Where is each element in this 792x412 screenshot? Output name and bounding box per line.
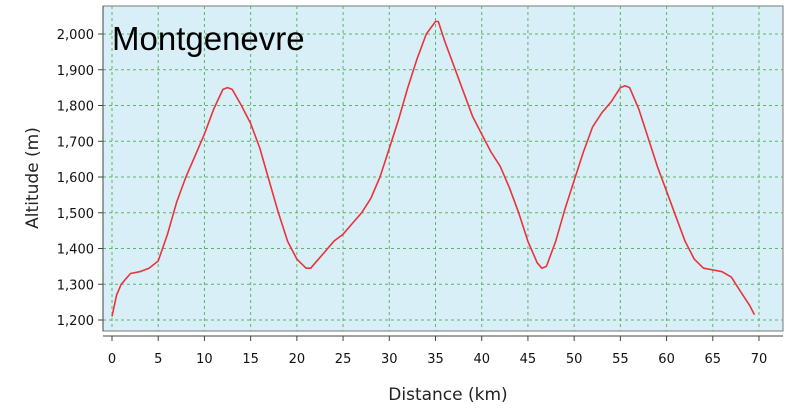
x-tick-label: 20 — [289, 352, 306, 367]
plot-background — [102, 5, 784, 332]
y-tick-label: 1,400 — [57, 243, 94, 258]
x-tick-label: 10 — [196, 352, 213, 367]
x-tick-label: 40 — [473, 352, 490, 367]
y-tick-label: 1,600 — [57, 171, 94, 186]
x-tick-label: 30 — [381, 352, 398, 367]
y-tick-label: 1,300 — [57, 278, 94, 293]
chart-title: Montgenevre — [112, 20, 305, 57]
x-tick-label: 65 — [705, 352, 722, 367]
series-layer — [111, 20, 756, 317]
gridlines — [103, 6, 783, 331]
altitude-series-line — [111, 20, 756, 317]
tick-marks: 0 5 10 15 20 25 30 35 40 45 50 55 60 65 70 1,200 1,300 1,… — [57, 28, 767, 367]
x-tick-label: 35 — [427, 352, 444, 367]
y-tick-label: 1,900 — [57, 64, 94, 79]
x-tick-label: 70 — [751, 352, 768, 367]
x-tick-label: 55 — [612, 352, 629, 367]
axes — [102, 6, 783, 337]
y-tick-label: 1,700 — [57, 135, 94, 150]
y-axis-title: Altitude (m) — [23, 127, 43, 229]
x-axis-title: Distance (km) — [388, 385, 507, 405]
x-tick-label: 5 — [154, 352, 162, 367]
x-tick-label: 25 — [335, 352, 352, 367]
x-tick-label: 45 — [520, 352, 537, 367]
y-tick-label: 1,500 — [57, 207, 94, 222]
x-tick-label: 60 — [658, 352, 675, 367]
y-tick-label: 2,000 — [57, 28, 94, 43]
y-tick-label: 1,800 — [57, 100, 94, 115]
x-tick-label: 50 — [566, 352, 583, 367]
x-tick-label: 15 — [242, 352, 259, 367]
y-tick-label: 1,200 — [57, 314, 94, 329]
x-tick-label: 0 — [108, 352, 116, 367]
